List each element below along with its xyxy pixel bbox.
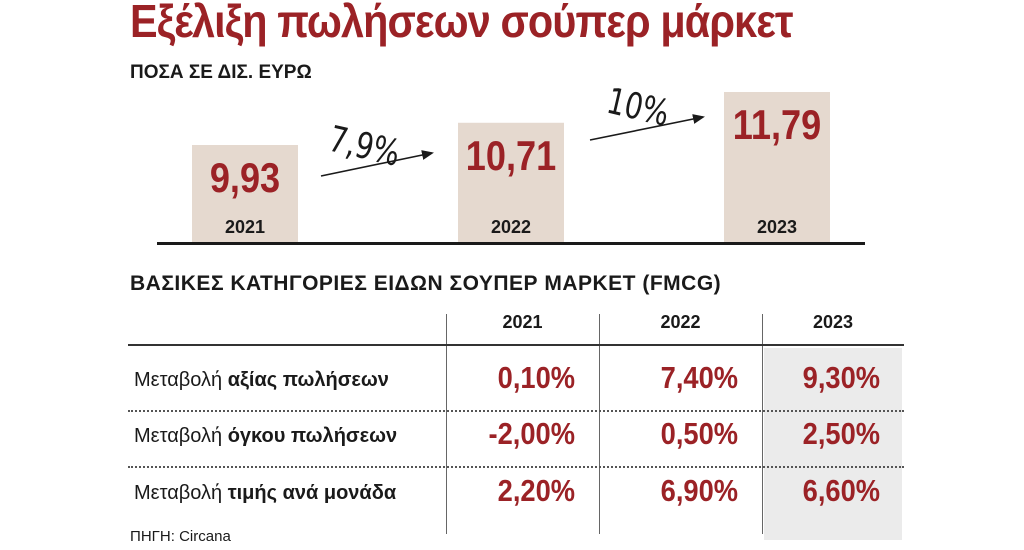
column-header-2023: 2023 [812,312,854,332]
column-divider [446,314,447,534]
bar-year-label: 2021 [225,217,265,237]
chart-title: Εξέλιξη πωλήσεων σούπερ μάρκετ [130,0,793,47]
column-header-2022: 2022 [660,312,701,332]
growth-percent-label: 7,9% [325,117,404,174]
table-cell-value: 2,20% [497,473,575,508]
table-cell-value: 0,10% [497,360,575,395]
source-note: ΠΗΓΗ: Circana [130,528,231,545]
column-header-2021: 2021 [502,312,543,332]
growth-percent-label: 10% [603,79,673,134]
row-label-prefix: Μεταβολή [134,425,228,447]
table-cell-value: 0,50% [660,416,738,451]
bar-2022 [458,122,564,243]
bar-year-label: 2022 [491,217,531,237]
row-label: Μεταβολή αξίας πωλήσεων [134,360,389,400]
growth-arrow [589,114,705,141]
table-cell-value: -2,00% [488,416,575,451]
growth-arrow [320,150,434,177]
bar-value-label: 11,79 [733,103,821,149]
table-cell-value: 6,60% [802,473,880,508]
table-cell-value: 9,30% [802,360,880,395]
bar-value-label: 9,93 [210,156,280,202]
bar-2023 [724,92,830,243]
bar-2021 [192,145,298,243]
row-label-bold: όγκου πωλήσεων [227,425,398,447]
column-divider [599,314,600,534]
highlight-column-2023 [764,348,902,540]
bar-year-label: 2023 [757,217,797,237]
row-label-prefix: Μεταβολή [134,482,228,504]
chart-subtitle: ΠΟΣΑ ΣΕ ΔΙΣ. ΕΥΡΩ [130,62,312,83]
table-cell-value: 7,40% [660,360,738,395]
row-label-bold: αξίας πωλήσεων [227,369,389,391]
bar-chart: 9,93 2021 10,71 2022 11,79 2023 7,9% 10% [157,79,865,245]
row-divider [128,466,904,468]
table-title: ΒΑΣΙΚΕΣ ΚΑΤΗΓΟΡΙΕΣ ΕΙΔΩΝ ΣΟΥΠΕΡ ΜΑΡΚΕΤ (… [130,272,722,295]
column-divider [762,314,763,534]
bar-value-label: 10,71 [466,133,556,179]
table-cell-value: 6,90% [660,473,738,508]
row-divider [128,410,904,412]
table-cell-value: 2,50% [802,416,880,451]
row-label-prefix: Μεταβολή [134,369,228,391]
row-label-bold: τιμής ανά μονάδα [227,482,397,504]
header-underline [128,344,904,346]
row-label: Μεταβολή τιμής ανά μονάδα [134,473,396,513]
row-label: Μεταβολή όγκου πωλήσεων [134,416,397,456]
